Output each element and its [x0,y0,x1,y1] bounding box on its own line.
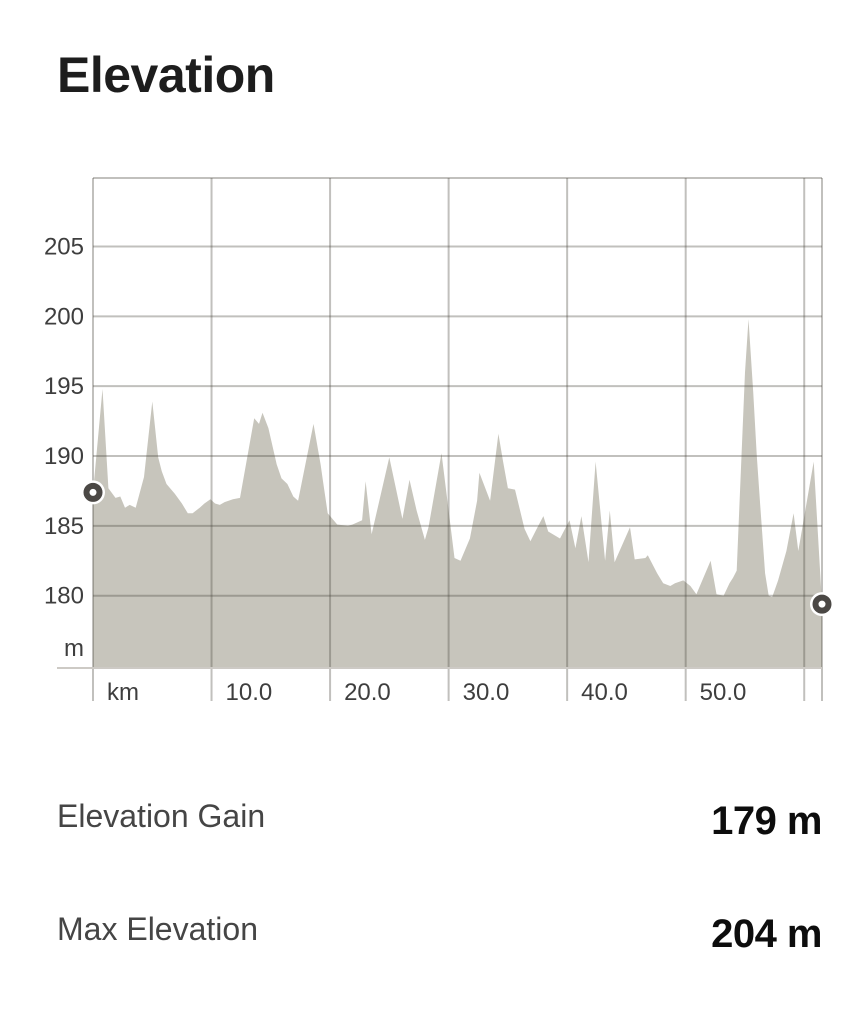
x-tick-label: 30.0 [463,679,510,706]
x-tick-label: 10.0 [226,679,273,706]
x-tick-label: 20.0 [344,679,391,706]
max-elevation-label: Max Elevation [57,911,258,947]
page-title: Elevation [57,47,275,103]
stat-row-elevation-gain: Elevation Gain 179 m [57,798,822,844]
y-axis-unit-label: m [64,635,84,662]
route-start-marker [83,482,103,502]
route-end-marker [812,594,832,614]
y-tick-label: 190 [44,443,84,470]
x-tick-label: 50.0 [700,679,747,706]
x-axis-unit-label: km [107,679,139,706]
y-tick-label: 185 [44,513,84,540]
elevation-area [93,319,822,667]
elevation-chart[interactable]: 205 200 195 190 185 180 mkm 10.0 20.0 30.0 40.0 50.… [0,0,860,730]
stat-row-max-elevation: Max Elevation 204 m [57,911,822,957]
y-tick-label: 180 [44,583,84,610]
max-elevation-value: 204 m [711,912,822,956]
elevation-gain-value: 179 m [711,799,822,843]
x-tick-label: 40.0 [581,679,628,706]
elevation-gain-label: Elevation Gain [57,798,266,834]
y-tick-label: 200 [44,303,84,330]
y-tick-label: 195 [44,373,84,400]
y-tick-label: 205 [44,233,84,260]
